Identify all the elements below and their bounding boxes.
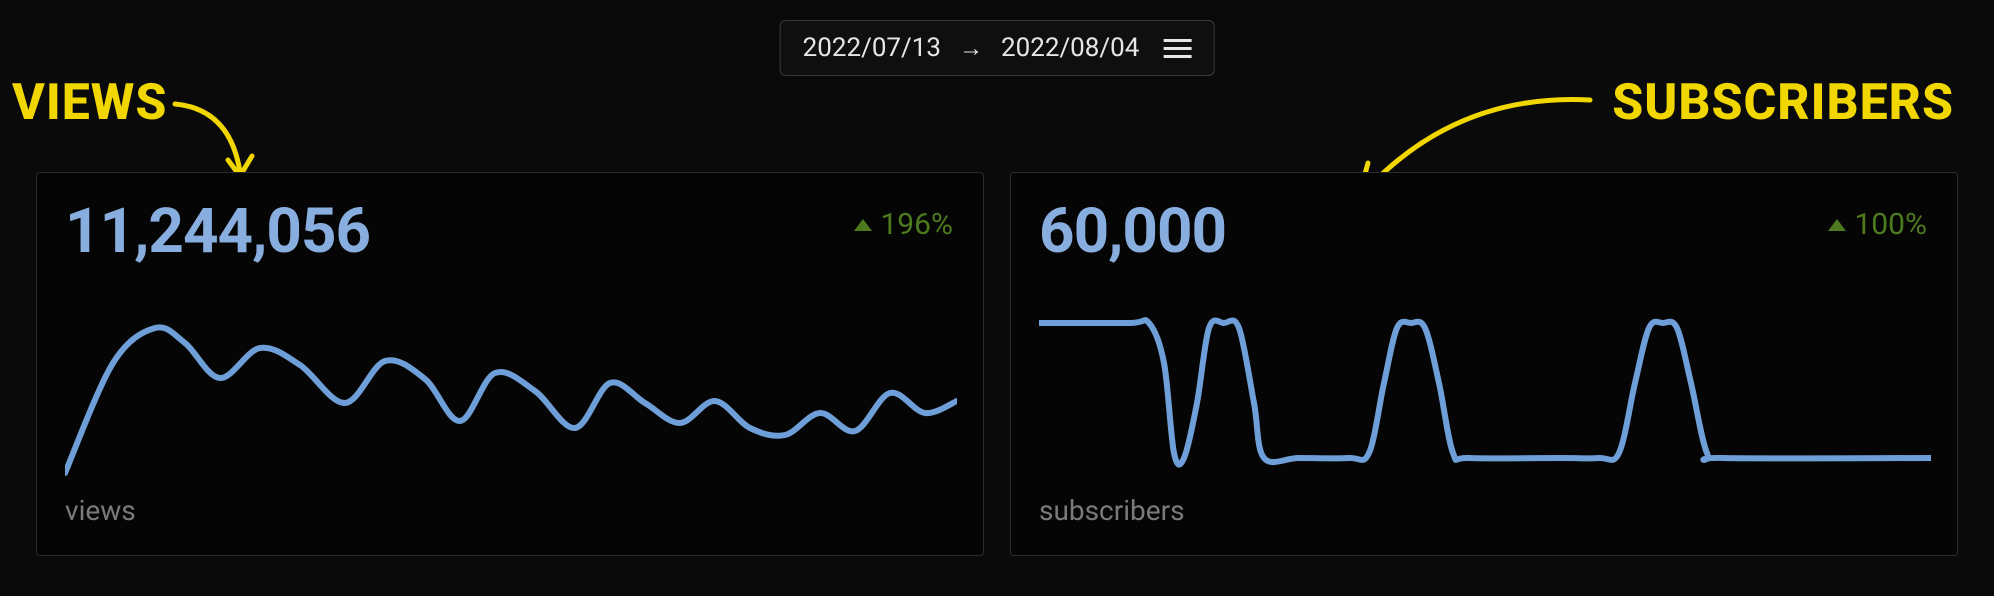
subscribers-card: 60,000 100% subscribers: [1010, 172, 1958, 556]
annotation-views-label: VIEWS: [12, 74, 167, 132]
views-sparkline: [65, 283, 957, 483]
views-delta-text: 196%: [880, 207, 953, 242]
date-end: 2022/08/04: [1001, 33, 1139, 63]
caret-up-icon: [854, 219, 872, 231]
subscribers-delta-text: 100%: [1854, 207, 1927, 242]
views-metric-label: views: [65, 494, 136, 527]
caret-up-icon: [1828, 219, 1846, 231]
annotation-subscribers-label: SUBSCRIBERS: [1612, 74, 1954, 132]
date-start: 2022/07/13: [803, 33, 941, 63]
subscribers-delta: 100%: [1828, 207, 1927, 242]
menu-icon[interactable]: [1163, 39, 1191, 58]
date-range-picker[interactable]: 2022/07/13 → 2022/08/04: [780, 20, 1215, 76]
subscribers-value: 60,000: [1039, 195, 1226, 268]
subscribers-sparkline: [1039, 283, 1931, 483]
views-card: 11,244,056 196% views: [36, 172, 984, 556]
views-value: 11,244,056: [65, 195, 370, 268]
views-delta: 196%: [854, 207, 953, 242]
arrow-right-icon: →: [959, 34, 983, 63]
subscribers-metric-label: subscribers: [1039, 494, 1185, 527]
